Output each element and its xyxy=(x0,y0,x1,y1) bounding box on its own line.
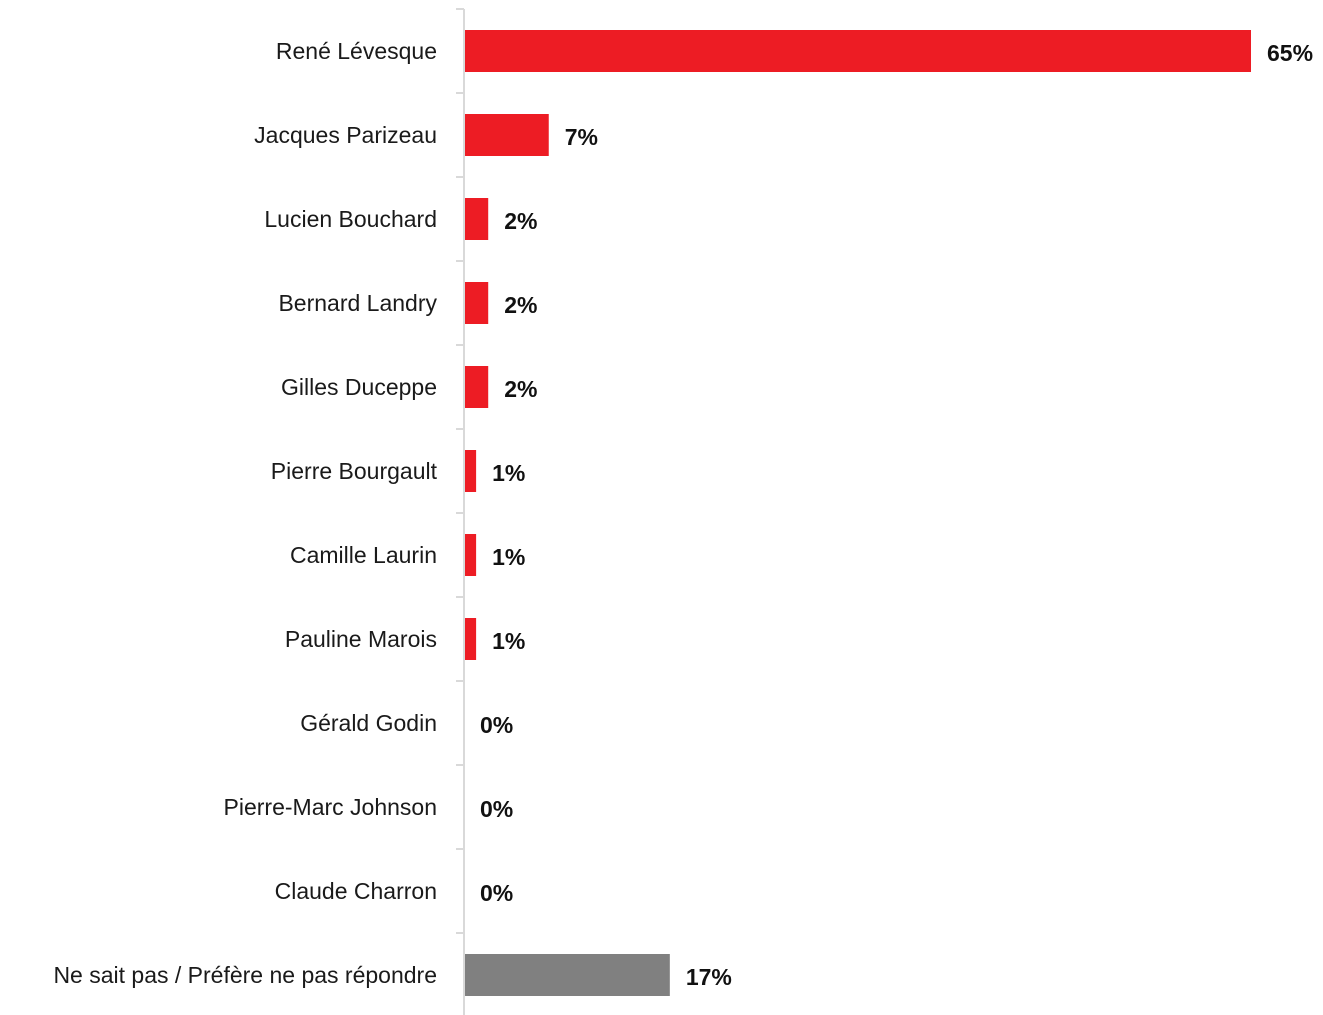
data-label: 2% xyxy=(504,376,537,402)
category-labels-group: René Lévesque Jacques Parizeau Lucien Bouc… xyxy=(53,38,437,988)
data-label: 2% xyxy=(504,208,537,234)
bar xyxy=(464,618,477,660)
category-label: René Lévesque xyxy=(276,38,437,64)
category-label: Gilles Duceppe xyxy=(281,374,437,400)
data-label: 0% xyxy=(480,796,513,822)
bar xyxy=(464,282,489,324)
data-label: 0% xyxy=(480,712,513,738)
category-label: Bernard Landry xyxy=(278,290,437,316)
bar xyxy=(464,534,477,576)
bar xyxy=(464,954,670,996)
bar xyxy=(464,366,489,408)
category-label: Pierre Bourgault xyxy=(271,458,438,484)
category-axis xyxy=(456,8,465,1015)
category-label: Pauline Marois xyxy=(285,626,437,652)
data-label: 2% xyxy=(504,292,537,318)
category-label: Camille Laurin xyxy=(290,542,437,568)
category-label: Jacques Parizeau xyxy=(254,122,437,148)
bar xyxy=(464,450,477,492)
value-labels-group: 65% 7% 2% 2% 2% 1% 1% 1% 0% 0% 0% 17% xyxy=(480,40,1313,990)
data-label: 1% xyxy=(492,544,525,570)
bar xyxy=(464,30,1251,72)
category-label: Claude Charron xyxy=(275,878,437,904)
bar xyxy=(464,198,489,240)
bars-group xyxy=(464,30,1251,996)
data-label: 65% xyxy=(1267,40,1313,66)
data-label: 17% xyxy=(686,964,732,990)
category-label: Lucien Bouchard xyxy=(264,206,437,232)
category-label: Ne sait pas / Préfère ne pas répondre xyxy=(53,962,437,988)
data-label: 1% xyxy=(492,460,525,486)
data-label: 1% xyxy=(492,628,525,654)
data-label: 0% xyxy=(480,880,513,906)
category-label: Gérald Godin xyxy=(300,710,437,736)
data-label: 7% xyxy=(565,124,598,150)
bar xyxy=(464,114,549,156)
category-label: Pierre-Marc Johnson xyxy=(224,794,437,820)
